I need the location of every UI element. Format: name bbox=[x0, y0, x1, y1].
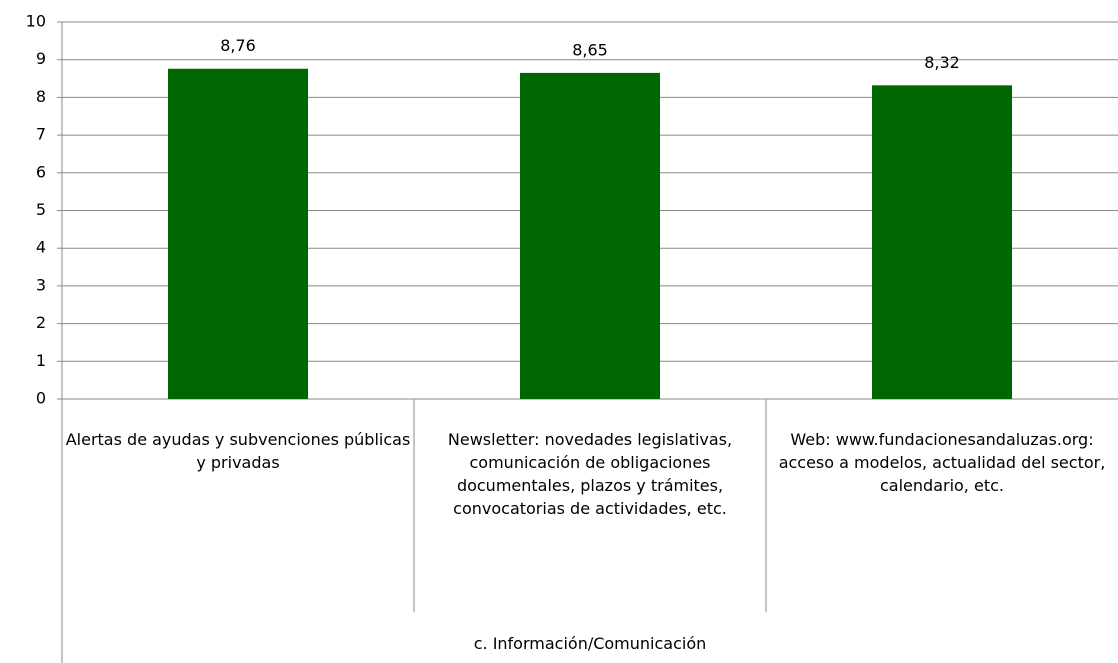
y-tick-label: 6 bbox=[36, 162, 46, 181]
y-tick-label: 9 bbox=[36, 49, 46, 68]
value-label: 8,76 bbox=[220, 36, 256, 55]
x-tick-label: Newsletter: novedades legislativas, comu… bbox=[447, 430, 733, 518]
value-label: 8,32 bbox=[924, 53, 960, 72]
bar bbox=[520, 72, 660, 400]
x-tick-label: Alertas de ayudas y subvenciones pública… bbox=[65, 430, 411, 472]
y-tick-label: 8 bbox=[36, 87, 46, 106]
y-tick-label: 1 bbox=[36, 351, 46, 370]
value-label: 8,65 bbox=[572, 40, 608, 59]
x-tick-label: Web: www.fundacionesandaluzas.org: acces… bbox=[778, 430, 1106, 495]
group-label: c. Información/Comunicación bbox=[473, 634, 707, 653]
y-tick-label: 4 bbox=[36, 238, 46, 257]
y-tick-label: 10 bbox=[26, 12, 46, 31]
y-tick-label: 3 bbox=[36, 275, 46, 294]
y-tick-label: 5 bbox=[36, 200, 46, 219]
y-tick-label: 7 bbox=[36, 125, 46, 144]
y-tick-label: 2 bbox=[36, 313, 46, 332]
y-tick-label: 0 bbox=[36, 389, 46, 408]
bar bbox=[872, 85, 1012, 399]
bar bbox=[168, 68, 308, 400]
